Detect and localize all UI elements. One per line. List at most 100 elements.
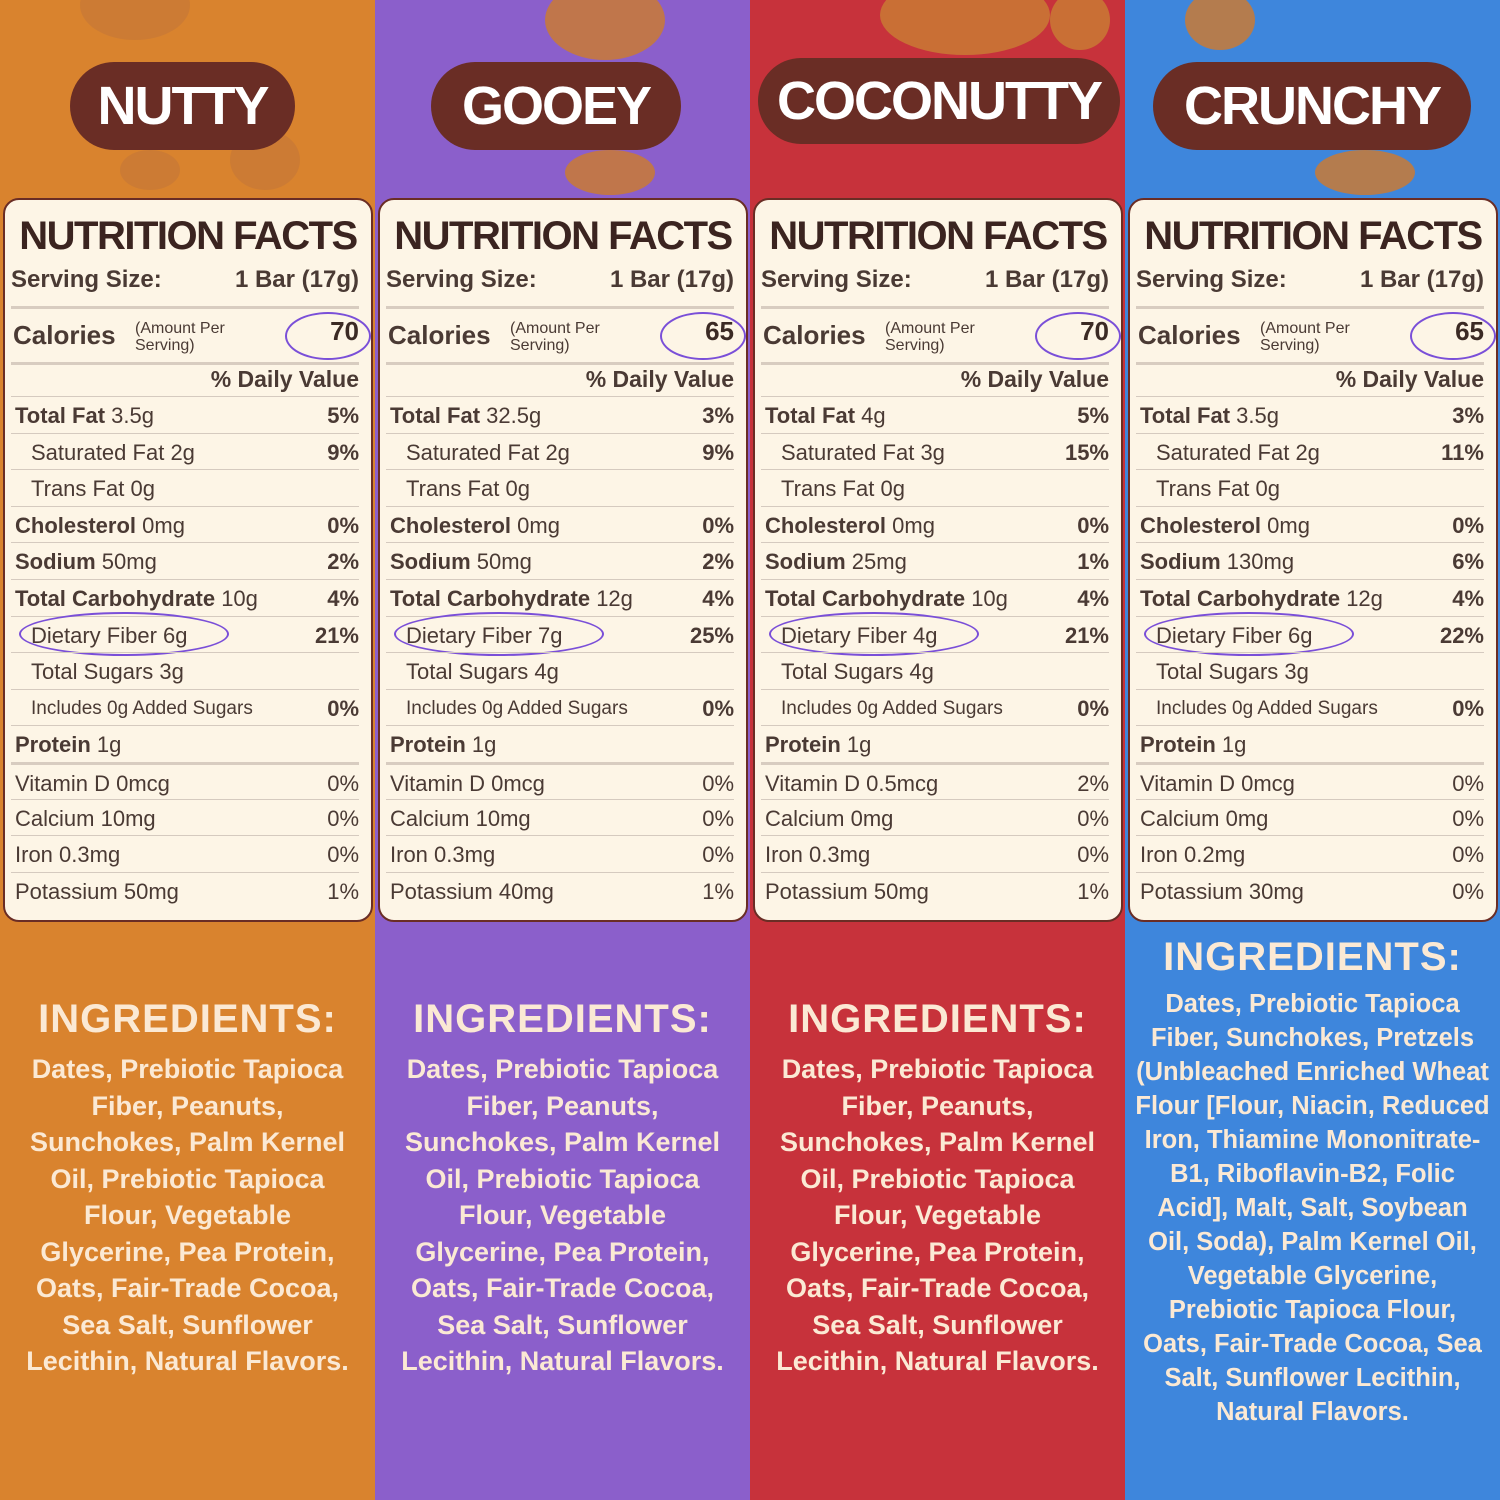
nutrition-panel: NUTRITION FACTS Serving Size: 1 Bar (17g) C… [1128,198,1498,922]
daily-value: 0% [327,805,359,831]
nutrient-row: Vitamin D 0mcg 0% [386,762,734,801]
nutrition-panel: NUTRITION FACTS Serving Size: 1 Bar (17g) C… [3,198,373,922]
nutrient-name: Total Carbohydrate [15,586,216,611]
nutrient-name: Cholesterol [15,512,137,538]
nutrient-amount: 10g [221,586,258,611]
nutrient-amount: 3.5g [111,403,154,428]
nutrient-label: Protein 1g [15,732,121,758]
nutrient-label: Saturated Fat 2g [1156,440,1320,466]
flavor-name: GOOEY [431,62,681,150]
nutrient-amount: 25mg [851,549,907,575]
decoration [565,150,655,195]
nutrient-amount: 50mg [873,878,929,904]
nutrient-amount: 0.2mg [1184,842,1246,868]
nutrient-name: Calcium [15,805,95,831]
daily-value: 0% [1077,512,1109,538]
divider [386,362,734,365]
nutrient-row: Iron 0.3mg 0% [761,835,1109,872]
nutrient-row: Total Sugars 4g [761,652,1109,689]
nutrient-amount: 0g [505,476,530,502]
product-column: COCONUTTY NUTRITION FACTS Serving Size: 1 B… [750,0,1125,1500]
nutrient-name: Includes 0g Added Sugars [31,697,253,719]
calories-label: Calories [1138,320,1241,350]
daily-value: 0% [702,512,734,538]
nutrient-name: Total Sugars [31,659,154,685]
nutrient-amount: 0mg [1267,512,1310,538]
nutrient-amount: 0g [1255,476,1280,502]
panel-title: NUTRITION FACTS [1144,214,1483,258]
serving-label: Serving Size: [761,266,912,293]
nutrient-amount: 130mg [1226,549,1295,575]
nutrient-row: Saturated Fat 2g 11% [1136,432,1484,470]
panel-title: NUTRITION FACTS [769,214,1108,258]
nutrient-label: Trans Fat 0g [781,476,905,502]
nutrient-row: Cholesterol 0mg 0% [386,505,734,543]
daily-value: 0% [327,771,359,796]
nutrient-label: Calcium 10mg [15,806,156,832]
highlight-circle [1410,312,1496,360]
calories-label: Calories [763,320,866,350]
nutrient-label: Saturated Fat 2g [406,440,570,466]
divider [386,306,734,309]
nutrient-name: Iron [1140,842,1178,868]
highlight-circle [285,312,371,360]
product-column: CRUNCHY NUTRITION FACTS Serving Size: 1 Bar… [1125,0,1500,1500]
highlight-circle [394,611,604,656]
nutrient-row: Total Fat 4g 5% [761,396,1109,433]
nutrient-amount: 0g [130,476,155,502]
nutrient-amount: 1g [846,732,872,758]
nutrient-amount: 0mcg [116,771,170,796]
divider [11,306,359,309]
nutrient-amount: 0.5mcg [866,771,939,796]
nutrient-row: Includes 0g Added Sugars 0% [386,688,734,726]
nutrient-label: Includes 0g Added Sugars [406,698,628,720]
nutrient-amount: 4g [861,403,886,428]
nutrient-row: Trans Fat 0g [761,469,1109,506]
nutrient-amount: 12g [596,586,633,611]
daily-value: 1% [327,878,359,904]
ingredients-title: INGREDIENTS: [38,997,337,1041]
nutrient-row: Cholesterol 0mg 0% [1136,505,1484,543]
daily-value: 4% [1077,586,1109,611]
nutrient-name: Includes 0g Added Sugars [406,697,628,719]
nutrient-label: Sodium 25mg [765,549,907,575]
nutrition-panel: NUTRITION FACTS Serving Size: 1 Bar (17g) C… [753,198,1123,922]
daily-value: 22% [1439,622,1484,648]
nutrient-name: Protein [15,732,91,758]
nutrient-amount: 10mg [475,805,531,831]
nutrient-amount: 50mg [123,878,179,904]
nutrient-amount: 32.5g [486,403,542,428]
serving-label: Serving Size: [11,266,162,293]
nutrient-amount: 0mg [850,805,894,831]
daily-value: 0% [327,842,359,868]
daily-value: 0% [1452,771,1484,796]
nutrient-row: Total Fat 3.5g 3% [1136,396,1484,433]
decoration [1315,150,1415,195]
ingredients-title: INGREDIENTS: [788,997,1087,1041]
nutrient-name: Iron [765,842,803,868]
nutrient-row: Total Sugars 3g [11,652,359,689]
nutrient-row: Vitamin D 0mcg 0% [11,762,359,801]
ingredients-text: Dates, Prebiotic Tapioca Fiber, Peanuts,… [26,1054,349,1376]
daily-value-header: % Daily Value [1335,366,1484,392]
ingredients-title: INGREDIENTS: [1163,935,1462,979]
nutrient-row: Total Carbohydrate 12g 4% [1136,579,1484,616]
nutrient-row: Calcium 0mg 0% [1136,798,1484,836]
calories-note: (Amount Per Serving) [510,320,600,354]
nutrient-row: Trans Fat 0g [386,469,734,506]
serving-value: 1 Bar (17g) [234,266,359,293]
nutrient-name: Includes 0g Added Sugars [781,697,1003,719]
nutrient-label: Potassium 30mg [1140,879,1304,905]
ingredients-text: Dates, Prebiotic Tapioca Fiber, Peanuts,… [401,1054,724,1376]
divider [11,362,359,365]
daily-value: 9% [327,439,359,465]
nutrient-row: Saturated Fat 2g 9% [11,432,359,470]
nutrient-label: Trans Fat 0g [406,476,530,502]
calories-note: (Amount Per Serving) [1260,320,1350,354]
nutrient-label: Iron 0.2mg [1140,842,1245,868]
nutrient-amount: 40mg [498,878,554,904]
nutrient-label: Calcium 0mg [1140,806,1268,832]
nutrient-row: Total Carbohydrate 12g 4% [386,579,734,616]
nutrient-row: Total Fat 32.5g 3% [386,396,734,433]
nutrient-label: Trans Fat 0g [31,476,155,502]
